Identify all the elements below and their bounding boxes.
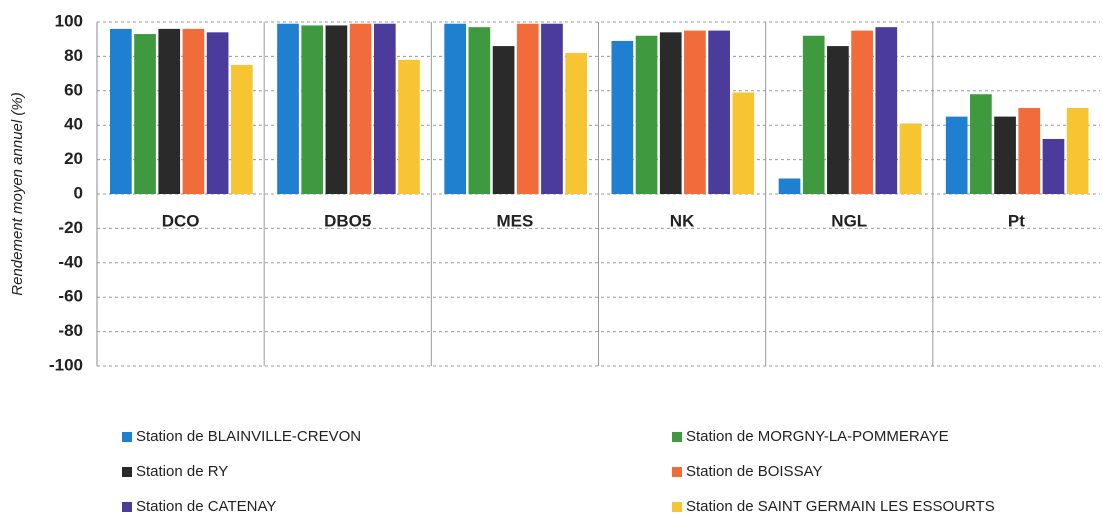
x-tick-label: DBO5: [324, 211, 371, 230]
bar: [158, 28, 181, 194]
y-tick-label: -80: [58, 321, 83, 340]
bar: [565, 52, 587, 195]
bar: [708, 30, 730, 194]
x-tick-label: NGL: [831, 211, 867, 230]
y-tick-label: 100: [55, 11, 83, 30]
bar: [444, 23, 467, 194]
bar: [875, 27, 898, 194]
bar: [182, 28, 205, 194]
bar: [945, 116, 968, 194]
bar: [325, 25, 348, 194]
bar: [206, 32, 229, 194]
bar: [110, 28, 132, 194]
bar: [899, 123, 922, 194]
bar: [301, 25, 324, 194]
x-tick-label: Pt: [1008, 211, 1025, 230]
bar: [970, 94, 992, 194]
legend-swatch: [672, 432, 682, 442]
bar: [732, 92, 755, 194]
y-tick-label: -40: [58, 252, 83, 271]
bar: [778, 178, 801, 194]
y-axis-label: Rendement moyen annuel (%): [9, 92, 26, 295]
bar: [802, 35, 825, 195]
y-tick-label: 80: [64, 46, 83, 65]
bar: [134, 34, 156, 194]
x-tick-label: MES: [496, 211, 533, 230]
bar: [468, 27, 491, 194]
bar: [230, 65, 253, 194]
bar: [611, 40, 634, 194]
legend-label: Station de SAINT GERMAIN LES ESSOURTS: [686, 498, 995, 515]
bar: [349, 23, 372, 194]
legend-swatch: [122, 502, 132, 512]
bar: [541, 23, 563, 194]
legend-swatch: [672, 467, 682, 477]
y-tick-label: -100: [49, 355, 83, 374]
bar: [516, 23, 539, 194]
legend-label: Station de BOISSAY: [686, 463, 822, 480]
legend-label: Station de BLAINVILLE-CREVON: [136, 428, 361, 445]
y-tick-label: -60: [58, 287, 83, 306]
bar: [373, 23, 396, 194]
bar: [492, 46, 515, 194]
y-tick-label: -20: [58, 218, 83, 237]
bar: [398, 59, 420, 195]
legend-label: Station de MORGNY-LA-POMMERAYE: [686, 428, 949, 445]
bar: [684, 30, 706, 194]
x-tick-label: NK: [670, 211, 695, 230]
legend-label: Station de RY: [136, 463, 228, 480]
legend-swatch: [122, 467, 132, 477]
bar: [851, 30, 873, 194]
bar: [1042, 138, 1065, 194]
bar: [1018, 108, 1041, 194]
bar: [277, 23, 299, 194]
bar: [827, 46, 849, 194]
y-tick-label: 40: [64, 115, 83, 134]
legend-label: Station de CATENAY: [136, 498, 276, 515]
bar: [659, 32, 682, 194]
legend-swatch: [122, 432, 132, 442]
y-tick-label: 0: [74, 183, 83, 202]
y-tick-label: 20: [64, 149, 83, 168]
bar: [635, 35, 658, 195]
y-tick-label: 60: [64, 80, 83, 99]
legend-swatch: [672, 502, 682, 512]
x-tick-label: DCO: [162, 211, 200, 230]
bar: [994, 116, 1016, 194]
bar: [1066, 108, 1089, 194]
